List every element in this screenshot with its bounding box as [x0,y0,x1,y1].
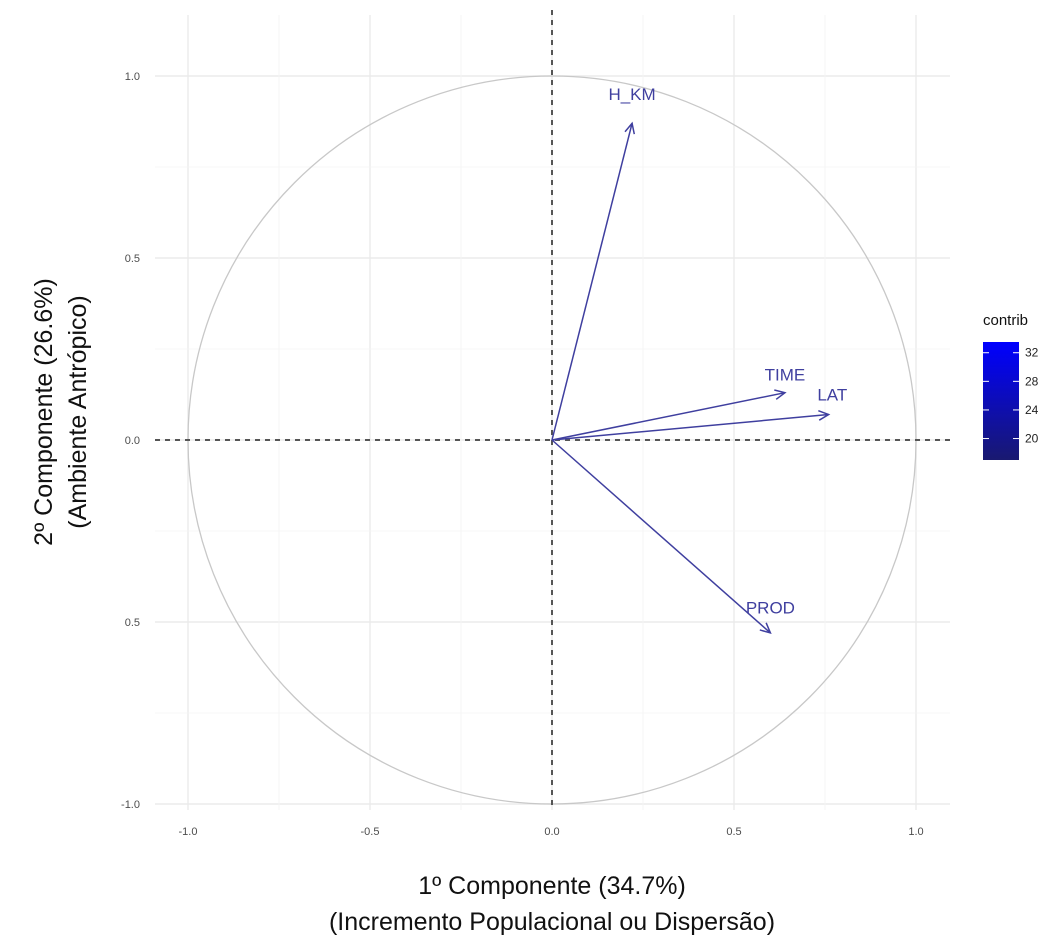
axis-tick-labels: -1.0 -0.5 0.0 0.5 1.0 1.0 0.5 0.0 0.5 -1.0 [121,71,924,838]
label-lat: LAT [817,386,847,405]
arrowhead-h_km [624,121,636,135]
arrow-h_km [551,123,633,441]
legend-colorbar [983,342,1019,460]
legend-tick-label: 24 [1025,403,1039,417]
y-tick-label: 1.0 [125,71,140,83]
y-tick-label: 0.5 [125,253,140,265]
label-prod: PROD [746,598,795,617]
label-h_km: H_KM [608,85,655,104]
arrow-lat [551,413,829,441]
arrowhead-lat [818,409,831,421]
legend-ticks: 32 28 24 20 [983,346,1039,446]
x-tick-label: -0.5 [361,826,380,838]
y-tick-label: 0.5 [125,617,140,629]
legend-title: contrib [983,312,1028,329]
variable-arrows [551,121,831,635]
arrowhead-prod [759,622,772,635]
y-axis-title: 2º Componente (26.6%) (Ambiente Antrópic… [30,278,92,546]
arrow-time [551,391,786,441]
x-tick-label: -1.0 [179,826,198,838]
y-tick-label: -1.0 [121,799,140,811]
y-axis-title-line2: (Ambiente Antrópico) [64,295,92,528]
legend: contrib 32 28 24 20 [983,312,1039,460]
x-axis-title: 1º Componente (34.7%) (Incremento Popula… [329,872,775,936]
arrowhead-time [774,389,787,400]
y-axis-title-line1: 2º Componente (26.6%) [30,278,58,546]
legend-tick-label: 32 [1025,346,1039,360]
y-tick-label: 0.0 [125,435,140,447]
arrow-prod [551,439,771,634]
legend-tick-label: 20 [1025,432,1039,446]
x-tick-label: 1.0 [908,826,923,838]
label-time: TIME [765,365,806,384]
x-axis-title-line1: 1º Componente (34.7%) [418,872,686,900]
legend-tick-label: 28 [1025,374,1039,388]
variable-labels: H_KM TIME LAT PROD [608,85,847,617]
x-tick-label: 0.5 [726,826,741,838]
x-axis-title-line2: (Incremento Populacional ou Dispersão) [329,908,775,936]
x-tick-label: 0.0 [544,826,559,838]
